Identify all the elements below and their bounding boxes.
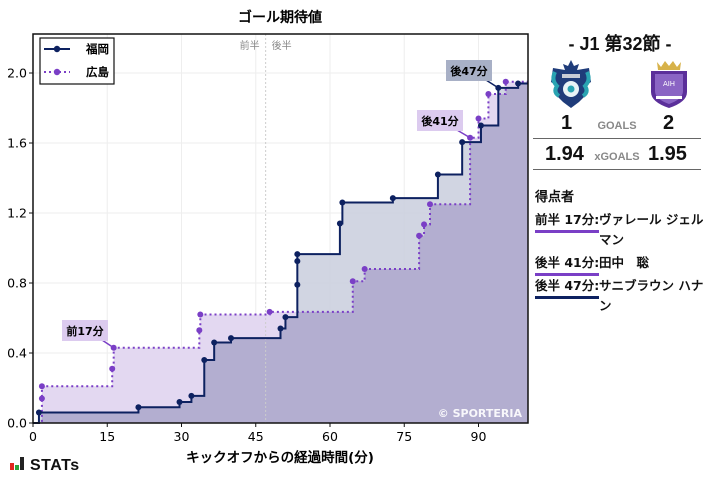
- xgoals-row: 1.94 xGOALS 1.95: [533, 141, 701, 170]
- hiroshima-point: [485, 91, 492, 97]
- hiroshima-point: [38, 395, 45, 402]
- hiroshima-point: [416, 232, 423, 239]
- goals-row: 1 GOALS 2: [533, 110, 701, 139]
- home-xgoals: 1.94: [545, 143, 584, 165]
- xgoals-label: xGOALS: [594, 151, 640, 163]
- goals-label: GOALS: [597, 120, 637, 132]
- y-tick-label: 1.2: [7, 206, 27, 221]
- fukuoka-point: [277, 325, 284, 332]
- y-tick-label: 0.4: [7, 346, 27, 361]
- fukuoka-point: [515, 80, 522, 87]
- scorer-item: 後半 41分: 田中 聡: [535, 253, 649, 276]
- fukuoka-point: [35, 409, 42, 416]
- hiroshima-point: [421, 221, 428, 228]
- fukuoka-point: [201, 357, 208, 363]
- x-tick-label: 30: [174, 429, 190, 444]
- scorer-item: 前半 17分: ヴァレール ジェルマン: [535, 210, 703, 247]
- x-tick-label: 75: [396, 429, 412, 444]
- hiroshima-point: [109, 365, 116, 372]
- hiroshima-point: [266, 308, 273, 315]
- x-tick-label: 60: [322, 429, 338, 444]
- x-tick-label: 90: [471, 429, 487, 444]
- annotation-label: 前17分: [66, 324, 103, 338]
- scorer-time: 前半 17分:: [535, 210, 600, 233]
- fukuoka-line: [33, 82, 528, 424]
- hiroshima-point: [475, 115, 482, 122]
- fukuoka-point: [211, 339, 218, 346]
- scorer-item: 後半 47分: サニブラウン ハナン: [535, 276, 703, 313]
- scorer-name: ヴァレール ジェルマン: [599, 212, 704, 247]
- overlap-area: [33, 83, 528, 423]
- fukuoka-point: [336, 220, 343, 227]
- y-tick-label: 2.0: [7, 66, 27, 81]
- second-half-label: 後半: [272, 39, 292, 52]
- scorer-name: 田中 聡: [599, 255, 650, 270]
- legend-hiroshima-marker: [53, 68, 61, 76]
- y-tick-label: 1.6: [7, 136, 27, 151]
- legend-box: [39, 37, 115, 85]
- fukuoka-point: [477, 122, 484, 129]
- stats-brand: STATs: [10, 457, 80, 475]
- y-tick-label: 0.8: [7, 276, 27, 291]
- svg-text:AIH: AIH: [663, 80, 675, 88]
- annotation-box: [446, 60, 492, 81]
- hiroshima-point: [426, 201, 433, 208]
- annotation-arrow: [485, 79, 499, 89]
- fukuoka-point: [339, 199, 346, 206]
- stats-label: STATs: [30, 457, 80, 474]
- watermark: © SPORTERIA: [438, 407, 523, 420]
- match-summary-panel: - J1 第32節 - AIH 1 GOALS 2 1.94 xGOALS 1.…: [533, 0, 707, 479]
- bar-chart-logo-icon: [10, 457, 24, 470]
- scorer-name: サニブラウン ハナン: [599, 278, 704, 313]
- legend-fukuoka-label: 福岡: [85, 42, 109, 56]
- hiroshima-point: [361, 266, 368, 272]
- hiroshima-point: [349, 278, 356, 285]
- sanfrecce-hiroshima-crest-icon: AIH: [651, 61, 687, 108]
- annotation-arrow: [456, 129, 471, 139]
- annotation-box: [417, 110, 463, 131]
- annotation-box: [62, 320, 108, 341]
- scorer-time: 後半 41分:: [535, 253, 600, 276]
- hiroshima-point: [197, 311, 204, 318]
- annotation-label: 後41分: [421, 114, 458, 128]
- scorers-title: 得点者: [535, 190, 575, 205]
- x-tick-label: 15: [99, 429, 115, 444]
- round-title: - J1 第32節 -: [568, 34, 672, 54]
- fukuoka-point: [389, 195, 396, 202]
- avispa-fukuoka-crest-icon: [551, 60, 591, 108]
- fukuoka-point: [294, 258, 301, 265]
- x-tick-label: 45: [248, 429, 264, 444]
- fukuoka-point: [294, 281, 301, 288]
- annotation-label: 後47分: [450, 64, 487, 78]
- fukuoka-point: [459, 139, 466, 146]
- legend-fukuoka-marker: [53, 45, 61, 53]
- fukuoka-point: [176, 399, 183, 405]
- fukuoka-point: [434, 171, 441, 178]
- fukuoka-point: [294, 251, 301, 258]
- chart-title: ゴール期待値: [238, 9, 322, 26]
- fukuoka-point: [135, 404, 142, 411]
- x-axis-label: キックオフからの経過時間(分): [186, 449, 374, 466]
- y-tick-label: 0.0: [7, 416, 27, 431]
- fukuoka-point: [228, 335, 234, 342]
- away-goals: 2: [663, 112, 675, 134]
- home-goals: 1: [561, 112, 573, 134]
- x-tick-label: 0: [29, 429, 37, 444]
- annotation-arrow: [101, 339, 115, 349]
- hiroshima-point: [196, 327, 203, 334]
- legend-hiroshima-label: 広島: [86, 65, 109, 79]
- away-xgoals: 1.95: [648, 143, 687, 165]
- first-half-label: 前半: [240, 39, 260, 52]
- hiroshima-point: [502, 78, 509, 85]
- fukuoka-point: [188, 392, 195, 399]
- fukuoka-point: [282, 314, 289, 321]
- axes-frame: [32, 33, 529, 424]
- hiroshima-point: [38, 383, 45, 390]
- scorer-time: 後半 47分:: [535, 276, 600, 299]
